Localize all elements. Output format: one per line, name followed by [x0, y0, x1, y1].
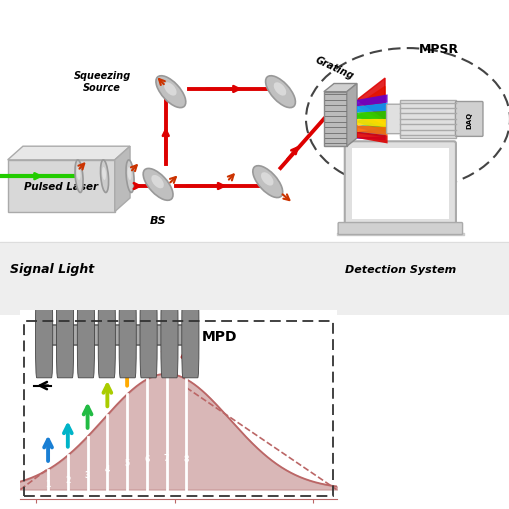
FancyBboxPatch shape: [119, 294, 136, 378]
Polygon shape: [356, 111, 387, 120]
FancyBboxPatch shape: [455, 102, 482, 137]
FancyBboxPatch shape: [337, 223, 462, 235]
Ellipse shape: [143, 169, 173, 201]
FancyBboxPatch shape: [386, 105, 401, 134]
Polygon shape: [356, 96, 384, 126]
Text: Detection System: Detection System: [344, 264, 455, 274]
Ellipse shape: [76, 167, 80, 181]
Polygon shape: [356, 132, 387, 144]
Ellipse shape: [100, 160, 108, 193]
Polygon shape: [356, 120, 387, 128]
Polygon shape: [356, 103, 387, 114]
FancyBboxPatch shape: [38, 326, 196, 345]
Text: 4: 4: [104, 464, 110, 473]
Polygon shape: [356, 137, 384, 140]
FancyBboxPatch shape: [139, 294, 157, 378]
Polygon shape: [356, 104, 384, 129]
Polygon shape: [356, 126, 387, 136]
Text: 8: 8: [183, 454, 189, 463]
FancyBboxPatch shape: [36, 294, 52, 378]
Ellipse shape: [151, 176, 163, 189]
Text: 7: 7: [163, 453, 169, 462]
Text: Grating: Grating: [313, 55, 354, 81]
Ellipse shape: [261, 173, 273, 186]
Polygon shape: [356, 121, 384, 134]
Ellipse shape: [252, 166, 282, 198]
Ellipse shape: [127, 167, 131, 181]
Polygon shape: [356, 129, 384, 137]
Text: MPSR: MPSR: [418, 42, 458, 55]
FancyBboxPatch shape: [98, 294, 115, 378]
Polygon shape: [115, 147, 130, 212]
Polygon shape: [356, 112, 384, 131]
Ellipse shape: [75, 160, 83, 193]
Polygon shape: [8, 147, 130, 160]
Polygon shape: [356, 95, 387, 107]
FancyBboxPatch shape: [351, 149, 448, 219]
FancyBboxPatch shape: [77, 294, 94, 378]
Text: Pulsed Laser: Pulsed Laser: [24, 182, 98, 191]
Polygon shape: [8, 160, 115, 212]
Polygon shape: [356, 87, 384, 123]
Text: MPD: MPD: [202, 329, 237, 343]
Polygon shape: [356, 79, 384, 120]
Ellipse shape: [164, 83, 176, 97]
Text: 2: 2: [65, 475, 70, 485]
Text: 1: 1: [45, 479, 50, 488]
Text: DAQ: DAQ: [465, 111, 471, 128]
FancyBboxPatch shape: [56, 294, 73, 378]
FancyBboxPatch shape: [181, 294, 199, 378]
Polygon shape: [323, 93, 346, 147]
Ellipse shape: [126, 160, 134, 193]
FancyBboxPatch shape: [0, 0, 509, 316]
Ellipse shape: [156, 76, 185, 108]
Text: 3: 3: [85, 470, 90, 479]
FancyBboxPatch shape: [400, 101, 456, 139]
Ellipse shape: [265, 76, 295, 108]
Text: Squeezing
Source: Squeezing Source: [73, 71, 130, 93]
Text: Signal Light: Signal Light: [10, 263, 94, 276]
Text: 6: 6: [144, 454, 149, 463]
Text: 5: 5: [124, 459, 129, 467]
Polygon shape: [346, 84, 356, 147]
FancyBboxPatch shape: [344, 142, 455, 228]
FancyBboxPatch shape: [160, 294, 178, 378]
Ellipse shape: [273, 83, 286, 97]
Text: BS: BS: [150, 215, 166, 225]
Polygon shape: [323, 84, 356, 93]
Ellipse shape: [102, 167, 106, 181]
